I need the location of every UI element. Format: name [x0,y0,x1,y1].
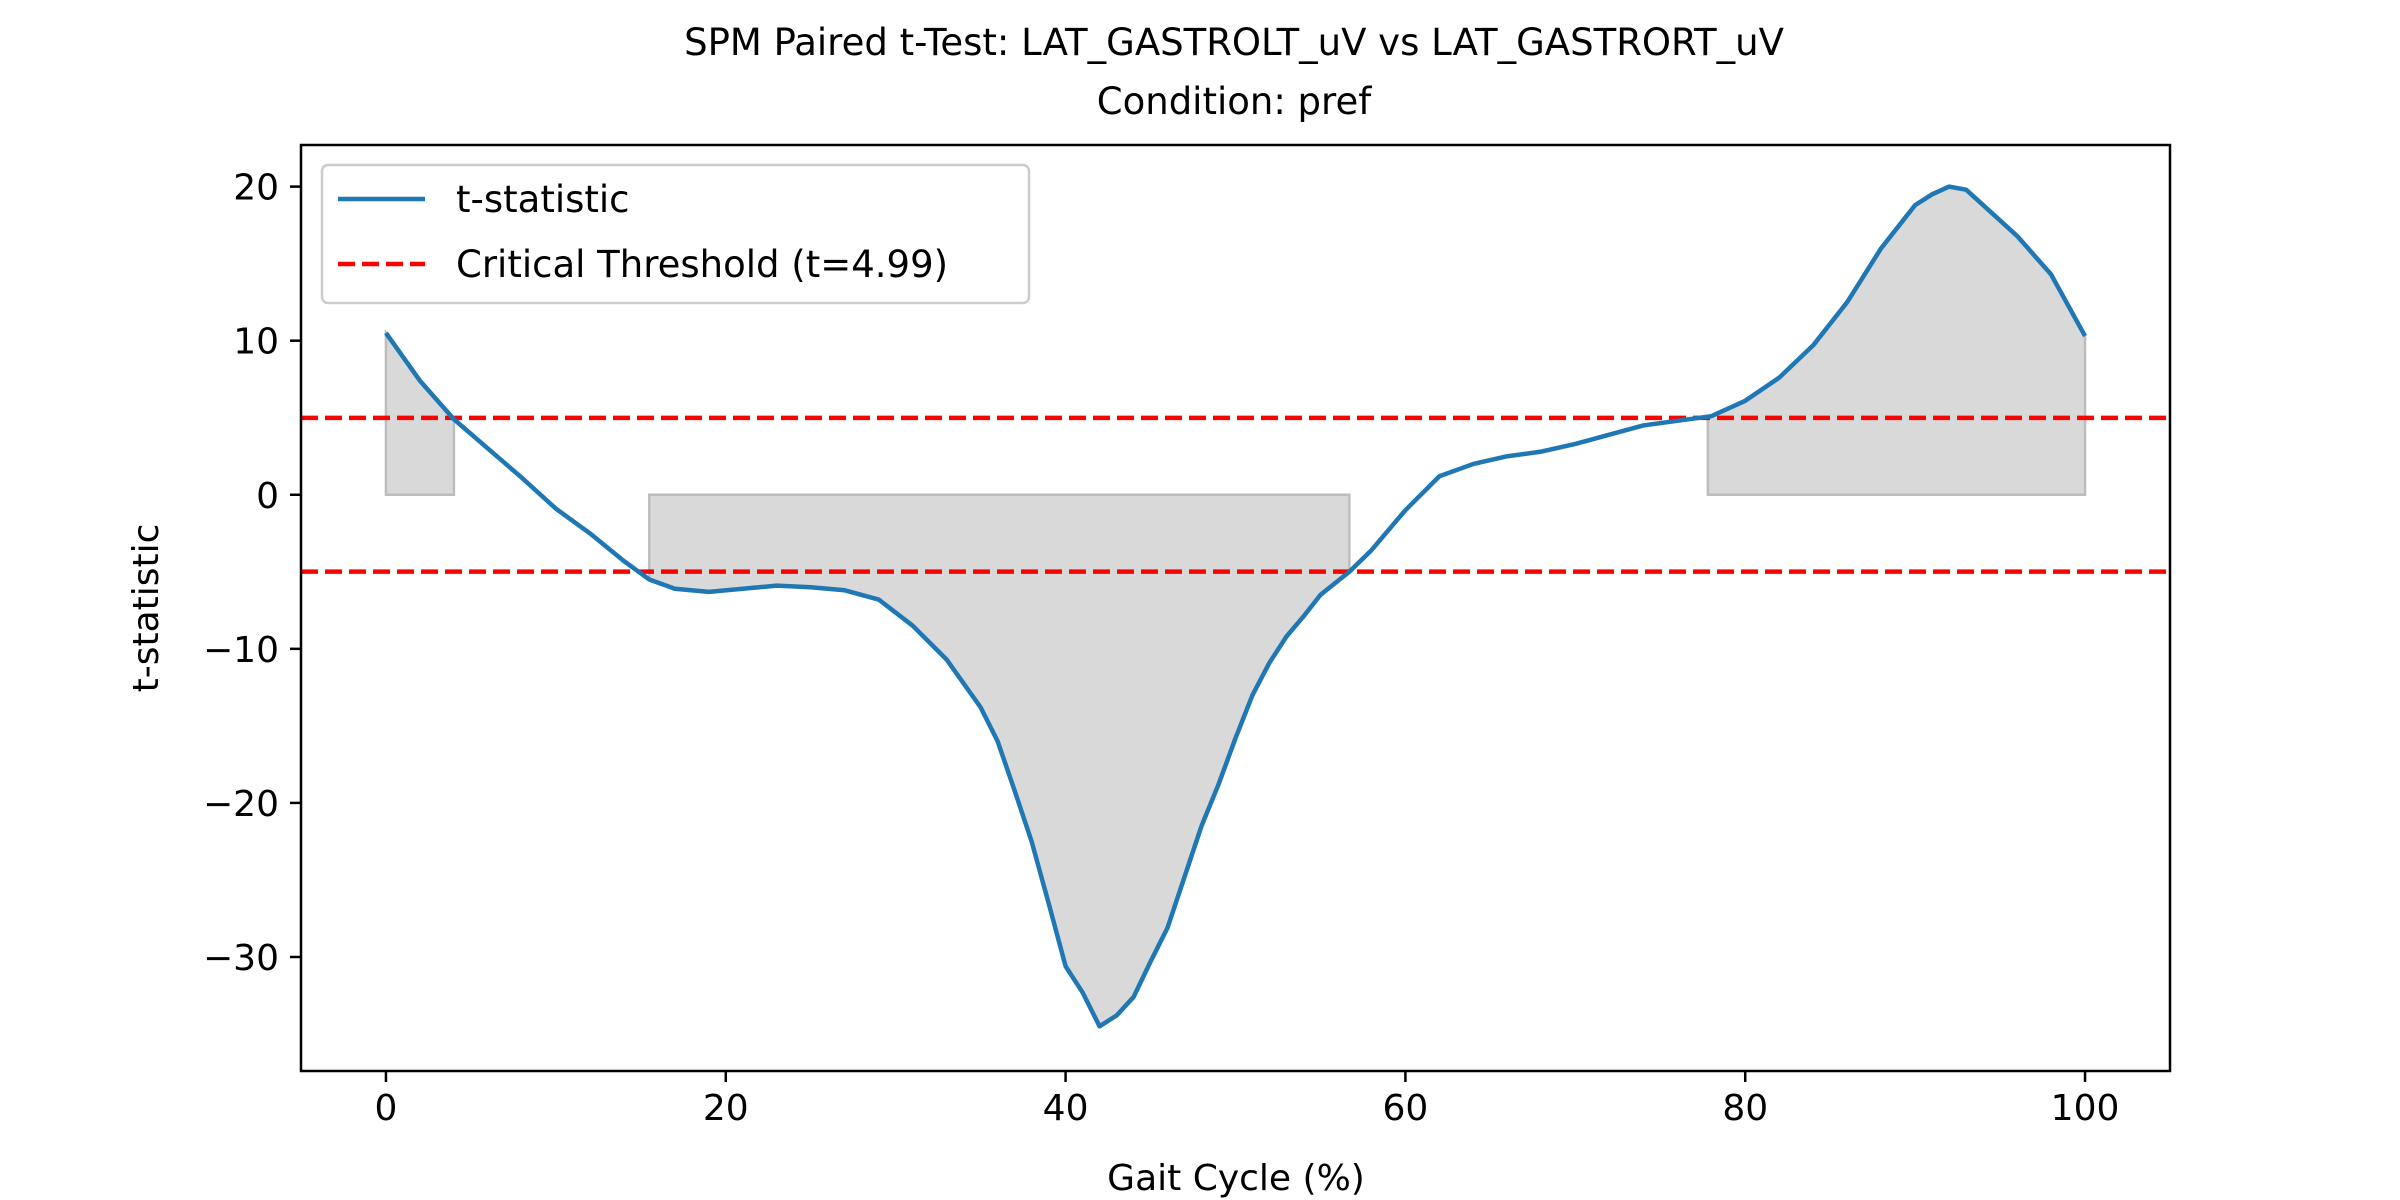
legend: t-statistic Critical Threshold (t=4.99) [320,163,1031,305]
y-tick-label: −30 [203,938,279,979]
significant-cluster-1 [384,329,456,497]
significant-cluster-3 [1706,185,2087,497]
x-tick-label: 60 [1383,1088,1429,1129]
legend-box [320,163,1031,305]
significance-shading-layer [384,185,2087,1029]
x-tick-label: 20 [703,1088,749,1129]
y-axis-label: t-statistic [126,524,167,693]
y-tick-label: 10 [233,322,279,363]
x-axis-label: Gait Cycle (%) [1107,1158,1365,1199]
legend-label-t-statistic: t-statistic [456,178,630,221]
t-statistic-line [384,184,2088,1029]
significant-cluster-2 [648,493,1351,1029]
x-tick-label: 40 [1043,1088,1089,1129]
x-tick-label: 100 [2051,1088,2120,1129]
x-tick-label: 80 [1722,1088,1768,1129]
y-tick-label: −20 [203,784,279,825]
plot-frame [299,143,2172,1073]
y-tick-label: 20 [233,168,279,209]
x-axis-ticks: 0 20 40 60 80 100 [375,1071,2120,1129]
chart-subtitle: Condition: pref [1097,80,1372,123]
legend-label-threshold: Critical Threshold (t=4.99) [456,243,948,286]
t-statistic-line-layer [384,184,2088,1029]
x-tick-label: 0 [375,1088,398,1129]
y-tick-label: −10 [203,630,279,671]
y-axis-ticks: −30 −20 −10 0 10 20 [203,168,301,979]
chart-title: SPM Paired t-Test: LAT_GASTROLT_uV vs LA… [684,21,1784,64]
y-tick-label: 0 [256,476,279,517]
